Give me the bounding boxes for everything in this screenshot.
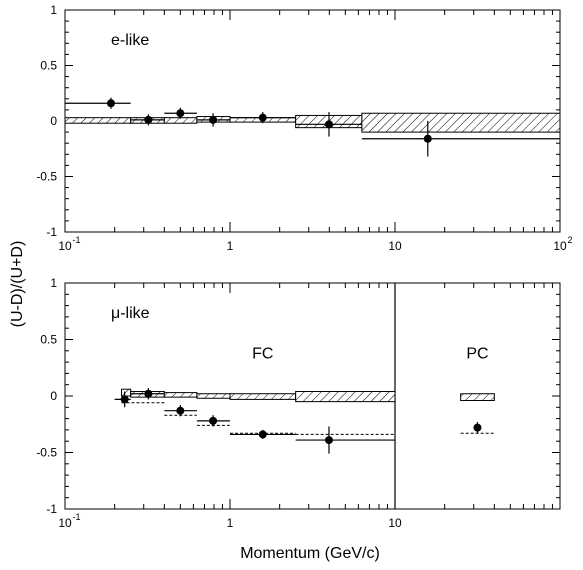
x-tick-label: 1 bbox=[227, 516, 234, 530]
mc-expectation-box bbox=[196, 393, 231, 399]
y-tick-label: 0.5 bbox=[40, 59, 57, 73]
mc-expectation-box bbox=[460, 393, 495, 402]
e-like-panel: 10.50-0.5-110 -1 1 10 10 2e-like bbox=[36, 3, 572, 253]
data-point bbox=[324, 436, 333, 445]
x-tick-label: 10 bbox=[553, 239, 567, 253]
mc-expectation-box bbox=[229, 393, 297, 400]
x-tick-exponent: -1 bbox=[73, 235, 81, 245]
data-point bbox=[176, 109, 185, 118]
x-tick-label: 10 bbox=[58, 516, 72, 530]
panel-annotation: μ-like bbox=[111, 305, 150, 322]
y-tick-label: 1 bbox=[50, 3, 57, 17]
mc-expectation-box bbox=[163, 392, 198, 398]
data-point bbox=[106, 99, 115, 108]
data-point bbox=[324, 120, 333, 129]
region-label: PC bbox=[466, 346, 488, 363]
y-tick-label: -0.5 bbox=[36, 446, 57, 460]
x-tick-exponent: -1 bbox=[73, 512, 81, 522]
data-point bbox=[423, 134, 432, 143]
mc-expectation-box bbox=[361, 112, 561, 133]
panel-annotation: e-like bbox=[111, 32, 149, 49]
y-tick-label: -1 bbox=[46, 502, 57, 516]
x-axis-title: Momentum (GeV/c) bbox=[240, 545, 380, 562]
data-point bbox=[258, 430, 267, 439]
y-tick-label: -1 bbox=[46, 225, 57, 239]
x-tick-exponent: 2 bbox=[568, 235, 573, 245]
data-point bbox=[144, 389, 153, 398]
x-tick-label: 1 bbox=[227, 239, 234, 253]
region-label: FC bbox=[252, 346, 273, 363]
y-tick-label: 0 bbox=[50, 389, 57, 403]
data-point bbox=[209, 115, 218, 124]
data-point bbox=[176, 406, 185, 415]
y-tick-label: -0.5 bbox=[36, 170, 57, 184]
mc-expectation-box bbox=[295, 390, 396, 403]
data-point bbox=[144, 115, 153, 124]
x-tick-label: 10 bbox=[388, 239, 402, 253]
y-tick-label: 0 bbox=[50, 114, 57, 128]
y-tick-label: 1 bbox=[50, 276, 57, 290]
data-point bbox=[473, 423, 482, 432]
data-point bbox=[258, 113, 267, 122]
data-point bbox=[209, 416, 218, 425]
x-tick-label: 10 bbox=[58, 239, 72, 253]
y-axis-title: (U-D)/(U+D) bbox=[9, 241, 26, 328]
x-tick-label: 10 bbox=[388, 516, 402, 530]
y-tick-label: 0.5 bbox=[40, 333, 57, 347]
mc-expectation-box bbox=[64, 117, 132, 124]
data-point bbox=[120, 395, 129, 404]
mc-expectation-box bbox=[120, 388, 132, 397]
